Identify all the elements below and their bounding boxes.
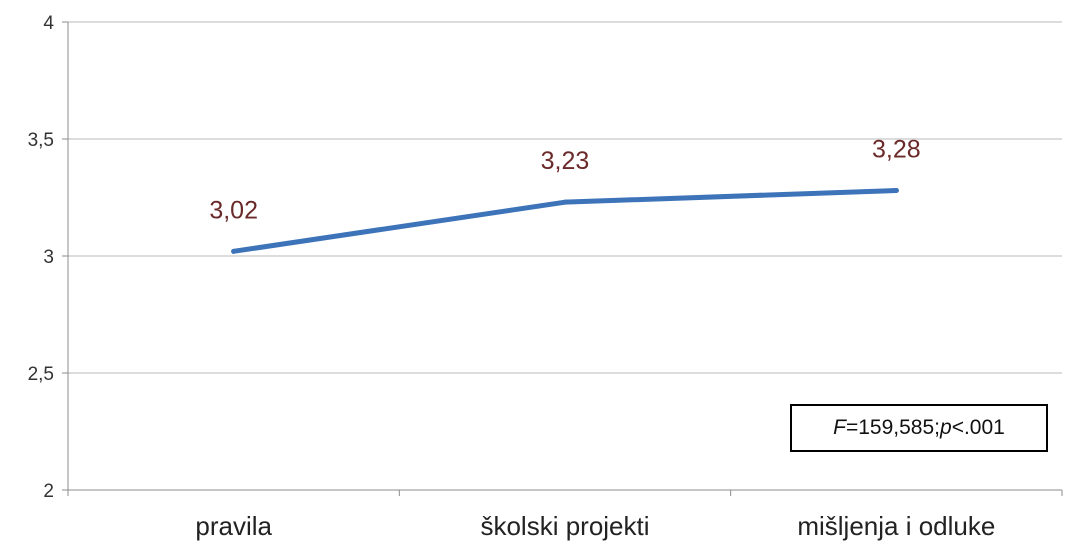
f-value: =159,585; (845, 416, 940, 439)
x-category-label: mišljenja i odluke (797, 511, 995, 541)
gridlines (68, 21, 1062, 374)
data-label: 3,23 (541, 147, 590, 175)
statistics-annotation-box: F =159,585; p <.001 (790, 404, 1048, 452)
p-symbol: p (940, 416, 952, 439)
data-point (893, 187, 899, 193)
axes (62, 21, 1063, 496)
series-line (231, 187, 899, 254)
data-labels: 3,02 3,23 3,28 (209, 135, 920, 224)
x-category-label: pravila (195, 511, 272, 541)
y-tick-labels: 2 2,5 3 3,5 4 (28, 13, 55, 502)
y-tick-label: 3,5 (28, 130, 54, 151)
y-tick-label: 4 (43, 13, 54, 34)
data-point (231, 248, 237, 254)
data-point (562, 199, 568, 205)
data-label: 3,28 (872, 135, 921, 163)
series-line-group (231, 187, 899, 254)
y-tick-label: 2,5 (28, 364, 54, 385)
p-value: <.001 (951, 416, 1005, 439)
f-symbol: F (833, 416, 846, 439)
data-label: 3,02 (209, 196, 258, 224)
y-tick-label: 3 (43, 247, 54, 268)
y-tick-label: 2 (43, 481, 54, 502)
x-category-label: školski projekti (480, 511, 649, 541)
x-category-labels: pravila školski projekti mišljenja i odluk… (195, 511, 995, 541)
